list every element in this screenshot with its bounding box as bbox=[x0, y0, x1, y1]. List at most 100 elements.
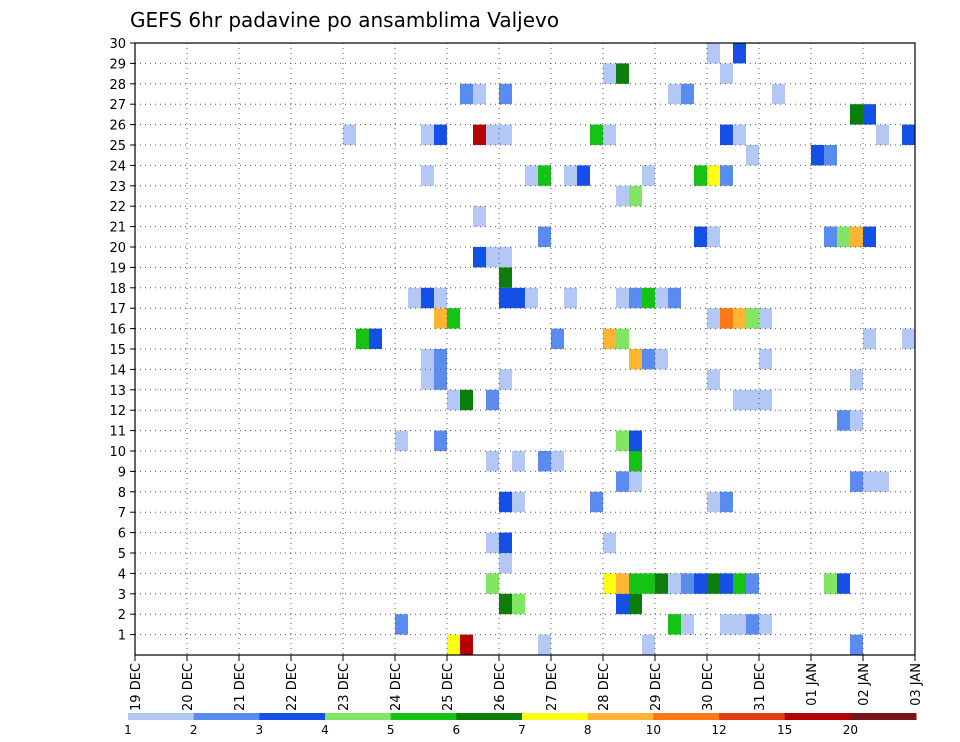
heatmap-cell bbox=[564, 287, 577, 309]
heatmap-cell bbox=[343, 124, 356, 145]
heatmap-cell bbox=[720, 308, 733, 329]
y-tick-label: 18 bbox=[109, 282, 126, 297]
heatmap-cell bbox=[668, 83, 681, 105]
heatmap-cell bbox=[837, 226, 850, 247]
heatmap-cell bbox=[863, 226, 876, 247]
heatmap-cell bbox=[707, 165, 720, 186]
heatmap-cell bbox=[707, 308, 720, 329]
y-tick-label: 20 bbox=[109, 241, 126, 256]
x-tick-label: 02 JAN bbox=[857, 663, 872, 706]
heatmap-cell bbox=[681, 614, 694, 635]
colorbar-swatch bbox=[784, 713, 851, 720]
y-tick-label: 21 bbox=[109, 221, 126, 236]
colorbar-label: 2 bbox=[190, 723, 198, 737]
heatmap-cell bbox=[512, 451, 525, 472]
x-tick-label: 29 DEC bbox=[649, 663, 664, 711]
y-tick-label: 27 bbox=[109, 98, 126, 113]
colorbar-swatch bbox=[193, 713, 260, 720]
heatmap-cell bbox=[902, 328, 915, 349]
heatmap-cell bbox=[486, 247, 499, 268]
heatmap-cell bbox=[655, 349, 668, 370]
heatmap-cell bbox=[577, 165, 590, 186]
x-tick-label: 28 DEC bbox=[597, 663, 612, 711]
y-tick-label: 23 bbox=[109, 180, 126, 195]
heatmap-cell bbox=[616, 573, 629, 594]
heatmap-cell bbox=[681, 83, 694, 105]
heatmap-cell bbox=[434, 124, 447, 145]
heatmap-cell bbox=[499, 83, 512, 105]
x-tick-label: 03 JAN bbox=[909, 663, 924, 706]
heatmap-cell bbox=[499, 532, 512, 553]
heatmap-cell bbox=[499, 369, 512, 390]
y-tick-label: 17 bbox=[109, 302, 126, 317]
heatmap-cell bbox=[486, 389, 499, 411]
heatmap-cell bbox=[512, 491, 525, 513]
heatmap-cell bbox=[616, 471, 629, 492]
heatmap-cell bbox=[642, 165, 655, 186]
heatmap-cell bbox=[447, 634, 460, 655]
x-tick-label: 23 DEC bbox=[337, 663, 352, 711]
heatmap-cell bbox=[395, 430, 408, 451]
heatmap-cell bbox=[850, 104, 863, 125]
x-tick-label: 25 DEC bbox=[441, 663, 456, 711]
y-tick-label: 15 bbox=[109, 343, 126, 358]
grid-lines bbox=[135, 43, 915, 655]
heatmap-cell bbox=[772, 83, 785, 105]
heatmap-cell bbox=[629, 593, 642, 615]
heatmap-cell bbox=[850, 369, 863, 390]
heatmap-cell bbox=[447, 308, 460, 329]
heatmap-cell bbox=[746, 145, 759, 166]
y-tick-label: 1 bbox=[118, 629, 126, 644]
heatmap-cell bbox=[902, 124, 915, 145]
heatmap-cell bbox=[707, 43, 720, 64]
heatmap-cell bbox=[642, 287, 655, 309]
heatmap-cell bbox=[746, 308, 759, 329]
heatmap-cell bbox=[694, 226, 707, 247]
heatmap-cell bbox=[538, 634, 551, 655]
heatmap-cell bbox=[876, 471, 889, 492]
colorbar-swatch bbox=[587, 713, 654, 720]
heatmap-cell bbox=[538, 165, 551, 186]
colorbar: 1 2 3 4 5 6 7 8 10 12 15 20 bbox=[124, 713, 917, 737]
y-axis: 1234567891011121314151617181920212223242… bbox=[109, 37, 135, 644]
y-tick-label: 14 bbox=[109, 363, 126, 378]
heatmap-cell bbox=[616, 430, 629, 451]
y-tick-label: 4 bbox=[118, 567, 126, 582]
heatmap-cell bbox=[694, 165, 707, 186]
colorbar-label: 15 bbox=[777, 723, 792, 737]
x-tick-label: 20 DEC bbox=[181, 663, 196, 711]
y-tick-label: 7 bbox=[118, 506, 126, 521]
heatmap-cell bbox=[629, 430, 642, 451]
colorbar-label: 4 bbox=[321, 723, 329, 737]
heatmap-cell bbox=[473, 124, 486, 145]
heatmap-cell bbox=[603, 328, 616, 349]
heatmap-cell bbox=[434, 287, 447, 309]
heatmap-cell bbox=[499, 593, 512, 615]
heatmap-cell bbox=[369, 328, 382, 349]
heatmap-cell bbox=[720, 165, 733, 186]
heatmap-cell bbox=[720, 124, 733, 145]
heatmap-cell bbox=[759, 389, 772, 411]
heatmap-cell bbox=[707, 226, 720, 247]
heatmap-cell bbox=[642, 573, 655, 594]
colorbar-label: 1 bbox=[124, 723, 132, 737]
heatmap-cell bbox=[434, 369, 447, 390]
heatmap-cell bbox=[655, 287, 668, 309]
heatmap-cell bbox=[486, 573, 499, 594]
heatmap-cell bbox=[850, 471, 863, 492]
y-tick-label: 16 bbox=[109, 323, 126, 338]
heatmap-cell bbox=[863, 471, 876, 492]
heatmap-cell bbox=[512, 287, 525, 309]
heatmap-cell bbox=[707, 491, 720, 513]
heatmap-cell bbox=[603, 573, 616, 594]
y-tick-label: 11 bbox=[109, 425, 126, 440]
heatmap-cell bbox=[707, 573, 720, 594]
heatmap-cell bbox=[759, 349, 772, 370]
heatmap-cell bbox=[850, 410, 863, 431]
heatmap-cell bbox=[421, 369, 434, 390]
x-tick-label: 24 DEC bbox=[389, 663, 404, 711]
heatmap-cell bbox=[668, 614, 681, 635]
heatmap-cell bbox=[434, 430, 447, 451]
heatmap-cell bbox=[668, 287, 681, 309]
